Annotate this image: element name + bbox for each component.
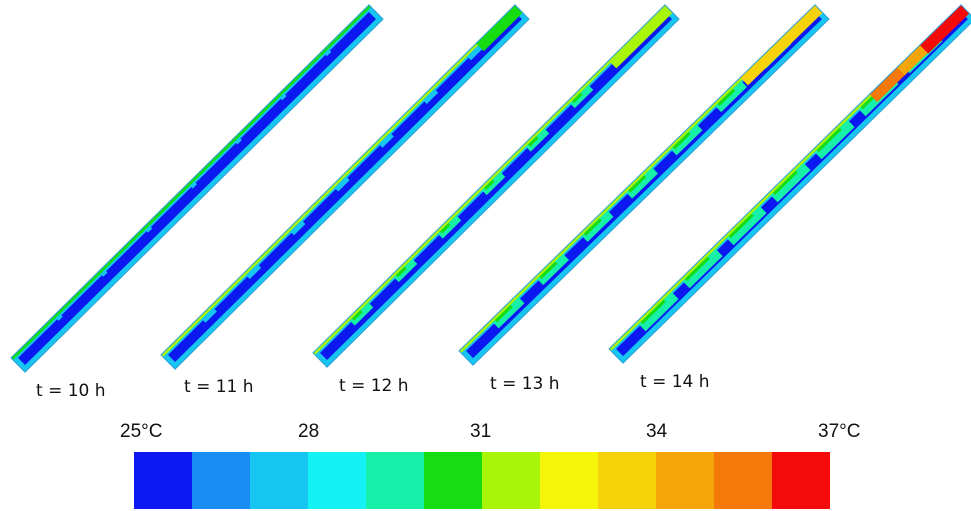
colorbar-segment-9: [598, 452, 656, 509]
melt-pocket: [726, 205, 767, 246]
melt-pocket: [770, 162, 811, 203]
melt-front: [483, 179, 495, 191]
melt-pocket: [145, 225, 153, 233]
tick-28: 28: [298, 421, 320, 442]
melt-pocket: [189, 181, 198, 189]
colorbar-segment-1: [134, 452, 192, 509]
hottest-region: [919, 4, 970, 54]
melt-pocket: [537, 253, 569, 286]
melt-pocket: [378, 132, 394, 148]
melt-pocket: [682, 248, 723, 289]
melt-front: [628, 175, 647, 193]
tube-outline: [312, 4, 680, 368]
melt-pocket: [581, 210, 614, 242]
melt-pocket: [481, 171, 506, 196]
melt-front: [571, 92, 583, 104]
melt-pocket: [324, 49, 332, 57]
tube-outline: [10, 4, 384, 373]
colorbar-segment-3: [250, 452, 308, 509]
tube-edge: [312, 4, 668, 356]
melt-front: [816, 127, 842, 153]
tube-panel-4: [458, 4, 830, 366]
colorbar-segment-8: [540, 452, 598, 509]
melt-front: [717, 88, 736, 107]
hot-region: [740, 4, 823, 86]
tick-25: 25°C: [120, 421, 163, 442]
melt-front: [439, 223, 451, 234]
hot-region: [476, 4, 523, 52]
tube-outline: [160, 4, 530, 370]
colorbar-segment-10: [656, 452, 714, 509]
tube-edge: [459, 4, 818, 353]
melt-pocket: [349, 302, 374, 326]
melt-pocket: [334, 176, 350, 192]
tube-panel-3: [312, 4, 680, 368]
melt-front: [672, 131, 691, 150]
colorbar-segment-11: [714, 452, 772, 509]
melt-pocket: [290, 220, 306, 236]
melt-pocket: [393, 258, 418, 283]
melt-front: [640, 299, 666, 325]
solid-core: [168, 11, 522, 363]
colorbar-segment-12: [772, 452, 830, 509]
melt-pocket: [437, 215, 462, 239]
melt-pocket: [245, 263, 262, 280]
melt-pocket: [100, 269, 108, 277]
melt-front: [494, 304, 513, 323]
temperature-colorbar: [134, 452, 830, 509]
melt-front: [728, 213, 754, 239]
colorbar-segment-5: [366, 452, 424, 509]
melt-pocket: [201, 307, 217, 323]
colorbar-segment-2: [192, 452, 250, 509]
time-label-10h: t = 10 h: [36, 381, 106, 401]
time-label-14h: t = 14 h: [640, 372, 710, 392]
melt-pocket: [422, 88, 439, 105]
colorbar-segment-6: [424, 452, 482, 509]
melt-front: [527, 136, 539, 147]
melt-front: [539, 261, 558, 280]
melt-front: [583, 218, 602, 236]
hot-region-2: [896, 45, 928, 76]
colorbar-segment-7: [482, 452, 540, 509]
solid-core: [18, 11, 376, 366]
tube-panel-2: [160, 4, 530, 370]
melt-pocket: [626, 167, 658, 199]
melt-pocket: [234, 137, 242, 145]
melt-pocket: [279, 93, 287, 101]
tube-edge: [10, 4, 372, 361]
time-label-11h: t = 11 h: [184, 377, 254, 397]
melt-front: [684, 256, 710, 282]
tick-34: 34: [646, 421, 668, 442]
melt-front: [395, 266, 407, 278]
melt-pocket: [814, 119, 855, 160]
colorbar-segment-4: [308, 452, 366, 509]
contour-panels: [10, 4, 971, 373]
tube-outline: [458, 4, 830, 366]
melt-pocket: [467, 45, 483, 61]
hot-region: [608, 4, 673, 69]
melt-pocket: [492, 297, 525, 329]
tube-edge: [160, 4, 518, 358]
time-label-13h: t = 13 h: [490, 374, 560, 394]
melt-pocket: [525, 128, 550, 152]
tube-outline: [608, 4, 971, 364]
melt-pocket: [638, 291, 679, 332]
tube-panel-5: [608, 4, 971, 364]
tube-panel-1: [10, 4, 384, 373]
melt-pocket: [715, 80, 747, 113]
tick-37: 37°C: [818, 421, 861, 442]
time-label-12h: t = 12 h: [339, 376, 409, 396]
melt-front: [772, 170, 798, 196]
melt-pocket: [55, 313, 63, 321]
melt-front: [351, 310, 363, 321]
melt-pocket: [670, 124, 703, 156]
tick-31: 31: [470, 421, 492, 442]
melt-pocket: [569, 84, 594, 109]
